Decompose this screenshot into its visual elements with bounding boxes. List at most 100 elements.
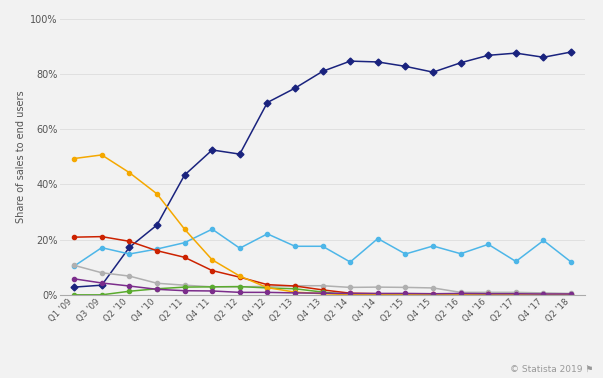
Symbian [374, 293, 382, 297]
RIM [429, 291, 437, 296]
Android [209, 148, 216, 152]
iOS [429, 244, 437, 248]
Symbian [264, 285, 271, 290]
RIM [264, 282, 271, 287]
Symbian [98, 153, 106, 157]
Other [236, 290, 244, 294]
Microsoft [264, 284, 271, 288]
Symbian [429, 293, 437, 297]
RIM [374, 291, 382, 296]
Symbian [513, 293, 520, 297]
Android [291, 86, 298, 90]
Other [513, 291, 520, 296]
iOS [540, 238, 547, 243]
Other [153, 287, 160, 291]
Text: © Statista 2019 ⚑: © Statista 2019 ⚑ [511, 365, 594, 374]
RIM [457, 292, 464, 296]
RIM [98, 234, 106, 239]
Microsoft [291, 284, 298, 288]
Android [540, 55, 547, 59]
Other [485, 291, 492, 296]
Other [457, 291, 464, 296]
RIM [71, 235, 78, 239]
Bada* [429, 293, 437, 297]
Other [181, 288, 188, 293]
iOS [513, 259, 520, 264]
Bada* [347, 293, 354, 297]
Bada* [485, 293, 492, 297]
Y-axis label: Share of sales to end users: Share of sales to end users [16, 91, 26, 223]
Bada* [236, 284, 244, 289]
Other [291, 291, 298, 295]
Line: Microsoft: Microsoft [72, 263, 573, 296]
Microsoft [429, 286, 437, 290]
iOS [98, 245, 106, 250]
RIM [209, 268, 216, 273]
Microsoft [236, 285, 244, 289]
Android [513, 51, 520, 56]
Other [429, 291, 437, 296]
RIM [540, 292, 547, 297]
Android [71, 285, 78, 290]
Microsoft [125, 274, 133, 278]
Bada* [264, 286, 271, 290]
RIM [319, 288, 326, 292]
Microsoft [374, 285, 382, 290]
Symbian [540, 293, 547, 297]
Symbian [319, 291, 326, 296]
Symbian [402, 293, 409, 297]
Other [374, 291, 382, 296]
Symbian [153, 192, 160, 196]
iOS [236, 246, 244, 251]
RIM [402, 291, 409, 296]
Android [319, 69, 326, 74]
Other [347, 291, 354, 296]
Android [567, 50, 575, 54]
RIM [485, 292, 492, 296]
Bada* [567, 293, 575, 297]
Other [319, 291, 326, 296]
RIM [513, 292, 520, 297]
Microsoft [347, 285, 354, 290]
Other [209, 289, 216, 293]
Android [402, 64, 409, 69]
Line: RIM: RIM [72, 234, 573, 297]
Other [402, 291, 409, 296]
Symbian [125, 170, 133, 175]
RIM [347, 291, 354, 296]
Other [567, 292, 575, 296]
RIM [125, 239, 133, 243]
Line: Symbian: Symbian [72, 153, 573, 297]
Other [540, 292, 547, 296]
Bada* [319, 290, 326, 294]
Android [429, 70, 437, 74]
Bada* [457, 293, 464, 297]
iOS [209, 227, 216, 231]
Bada* [513, 293, 520, 297]
Bada* [291, 287, 298, 291]
Microsoft [402, 285, 409, 290]
Android [347, 59, 354, 64]
iOS [71, 264, 78, 268]
Line: iOS: iOS [72, 227, 573, 268]
Microsoft [209, 285, 216, 289]
Bada* [209, 285, 216, 289]
Microsoft [181, 283, 188, 287]
Other [98, 281, 106, 285]
Other [125, 284, 133, 288]
iOS [153, 247, 160, 251]
Symbian [347, 292, 354, 297]
Line: Android: Android [72, 50, 573, 290]
iOS [374, 236, 382, 241]
Microsoft [567, 291, 575, 296]
Android [98, 283, 106, 287]
Android [457, 60, 464, 65]
Android [181, 173, 188, 177]
iOS [291, 244, 298, 249]
Android [153, 223, 160, 227]
Microsoft [319, 284, 326, 288]
Symbian [71, 156, 78, 161]
Microsoft [513, 290, 520, 294]
Android [125, 245, 133, 249]
Microsoft [485, 290, 492, 294]
